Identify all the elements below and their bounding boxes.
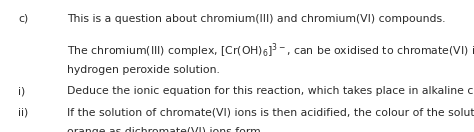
Text: ii): ii) (18, 108, 28, 118)
Text: The chromium(III) complex, [Cr(OH)$_6]^{3-}$, can be oxidised to chromate(VI) io: The chromium(III) complex, [Cr(OH)$_6]^{… (67, 42, 474, 61)
Text: i): i) (18, 86, 25, 96)
Text: Deduce the ionic equation for this reaction, which takes place in alkaline condi: Deduce the ionic equation for this react… (67, 86, 474, 96)
Text: hydrogen peroxide solution.: hydrogen peroxide solution. (67, 65, 220, 75)
Text: This is a question about chromium(III) and chromium(VI) compounds.: This is a question about chromium(III) a… (67, 14, 446, 24)
Text: c): c) (18, 14, 28, 24)
Text: If the solution of chromate(VI) ions is then acidified, the colour of the soluti: If the solution of chromate(VI) ions is … (67, 108, 474, 118)
Text: orange as dichromate(VI) ions form.: orange as dichromate(VI) ions form. (67, 127, 264, 132)
